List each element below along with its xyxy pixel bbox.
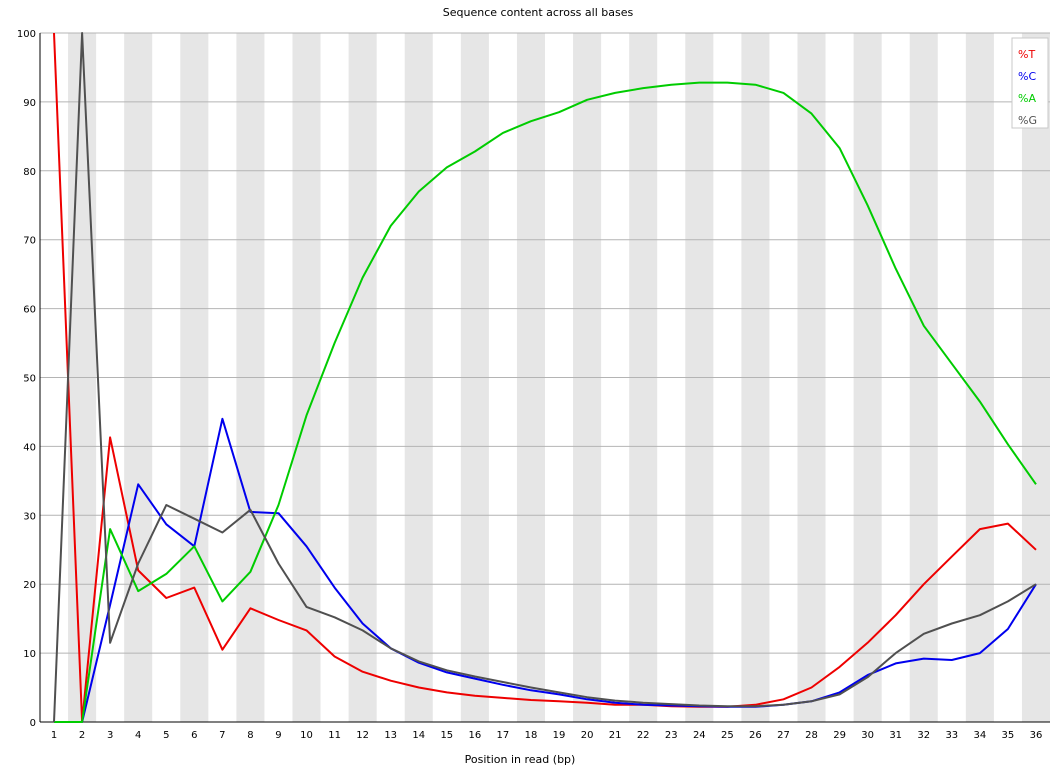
x-tick-label: 24 — [693, 730, 706, 741]
x-tick-label: 28 — [805, 730, 818, 741]
x-tick-label: 14 — [412, 730, 425, 741]
y-tick-label: 30 — [23, 511, 36, 522]
x-tick-label: 30 — [861, 730, 874, 741]
x-tick-label: 19 — [553, 730, 566, 741]
chart-title: Sequence content across all bases — [443, 6, 634, 19]
y-tick-labels: 0 10 20 30 40 50 60 70 80 90 100 — [17, 29, 36, 729]
x-tick-label: 27 — [777, 730, 790, 741]
x-tick-label: 7 — [219, 730, 225, 741]
x-tick-label: 16 — [468, 730, 481, 741]
x-tick-label: 3 — [107, 730, 113, 741]
x-tick-labels: 1 2 3 4 5 6 7 8 9 10 11 12 13 14 15 16 17 18 19 20 21 22 23 24 2… — [51, 730, 1042, 741]
x-tick-label: 6 — [191, 730, 197, 741]
x-tick-label: 36 — [1030, 730, 1043, 741]
y-tick-label: 50 — [23, 374, 36, 385]
legend-entry-t: %T — [1018, 48, 1035, 61]
x-tick-label: 12 — [356, 730, 369, 741]
x-tick-label: 34 — [973, 730, 986, 741]
y-tick-label: 0 — [30, 718, 36, 729]
x-tick-label: 33 — [945, 730, 958, 741]
legend-entry-g: %G — [1018, 114, 1037, 127]
x-tick-label: 17 — [497, 730, 510, 741]
series-lines — [53, 32, 1037, 723]
x-tick-label: 2 — [79, 730, 85, 741]
x-tick-label: 10 — [300, 730, 313, 741]
x-tick-label: 35 — [1002, 730, 1015, 741]
y-tick-label: 10 — [23, 649, 36, 660]
y-tick-label: 80 — [23, 167, 36, 178]
legend-entry-c: %C — [1018, 70, 1036, 83]
x-tick-label: 1 — [51, 730, 57, 741]
x-tick-label: 5 — [163, 730, 169, 741]
x-tick-label: 29 — [833, 730, 846, 741]
axes — [39, 33, 1050, 723]
y-tick-label: 70 — [23, 236, 36, 247]
series-line-g — [53, 32, 1037, 723]
x-tick-label: 25 — [721, 730, 734, 741]
y-tick-label: 100 — [17, 29, 36, 40]
y-tick-label: 90 — [23, 98, 36, 109]
series-line-t — [53, 32, 1037, 723]
legend-entry-a: %A — [1018, 92, 1036, 105]
x-axis-label: Position in read (bp) — [465, 753, 576, 766]
y-tick-label: 40 — [23, 442, 36, 453]
x-tick-label: 15 — [440, 730, 453, 741]
x-tick-label: 26 — [749, 730, 762, 741]
x-tick-label: 23 — [665, 730, 678, 741]
x-tick-label: 11 — [328, 730, 341, 741]
x-tick-label: 9 — [275, 730, 281, 741]
x-tick-label: 4 — [135, 730, 141, 741]
x-tick-label: 31 — [889, 730, 902, 741]
x-tick-label: 21 — [609, 730, 622, 741]
x-tick-label: 32 — [917, 730, 930, 741]
x-tick-label: 18 — [525, 730, 538, 741]
series-line-a — [54, 81, 1037, 723]
legend: %T %C %A %G — [1011, 37, 1049, 129]
x-tick-label: 22 — [637, 730, 650, 741]
y-tick-label: 20 — [23, 580, 36, 591]
x-tick-label: 13 — [384, 730, 397, 741]
x-tick-label: 20 — [581, 730, 594, 741]
legend-box — [1011, 37, 1049, 129]
x-tick-label: 8 — [247, 730, 253, 741]
y-tick-label: 60 — [23, 305, 36, 316]
